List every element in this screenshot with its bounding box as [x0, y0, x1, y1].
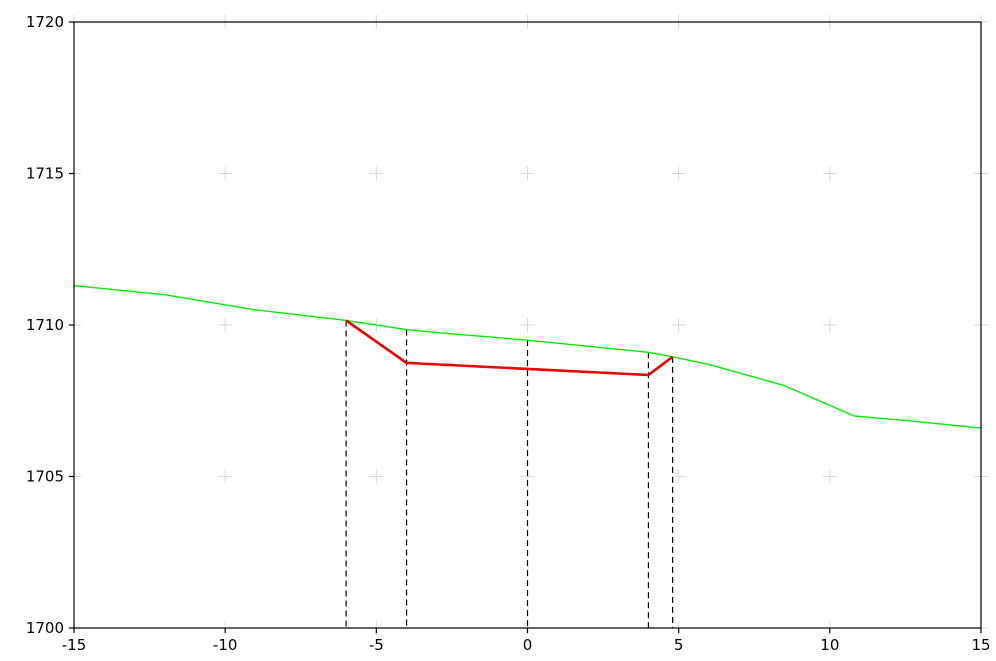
- y-tick-label: 1715: [26, 165, 64, 183]
- series-group: [73, 284, 982, 429]
- y-tick-label: 1720: [26, 13, 64, 31]
- y-tick-label: 1700: [26, 619, 64, 637]
- x-tick-label: 5: [674, 636, 684, 654]
- vertical-reference-lines: [345, 320, 674, 628]
- tick-labels: -15 -10 -5 0 5 10 15 1700 1705 1710 1715 1720: [26, 13, 991, 654]
- axis-ticks: [69, 21, 982, 633]
- x-tick-label: -15: [62, 636, 87, 654]
- x-tick-label: 15: [971, 636, 990, 654]
- y-tick-label: 1710: [26, 316, 64, 334]
- x-tick-label: 10: [820, 636, 839, 654]
- y-tick-label: 1705: [26, 468, 64, 486]
- x-tick-label: -5: [369, 636, 384, 654]
- ground-profile-line: [73, 284, 982, 429]
- x-tick-label: 0: [523, 636, 533, 654]
- design-profile-line: [345, 319, 674, 377]
- x-tick-label: -10: [213, 636, 238, 654]
